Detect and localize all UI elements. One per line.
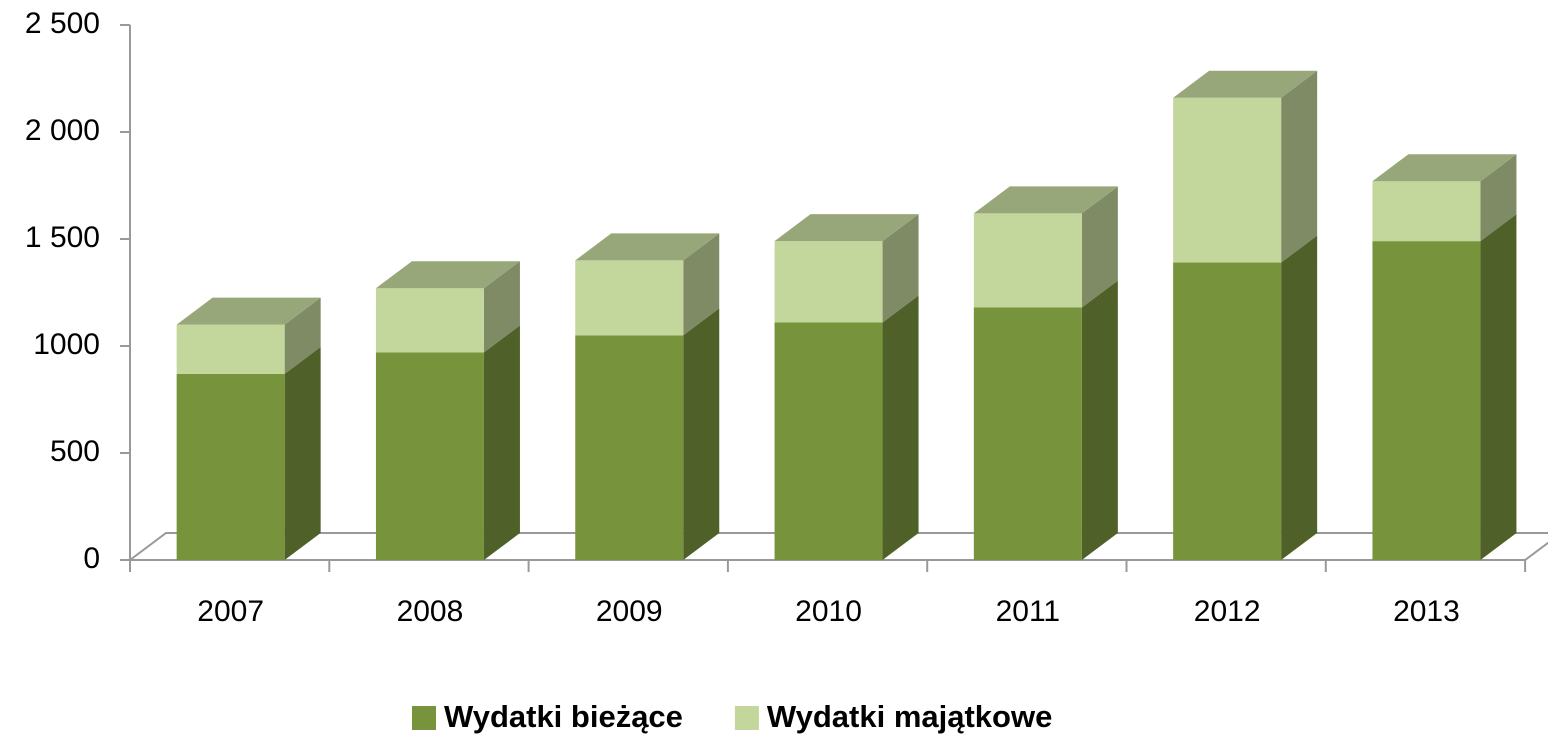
bar-side: [1480, 154, 1517, 242]
bar: [973, 213, 1082, 308]
bar-side: [882, 295, 919, 560]
x-tick-label: 2008: [397, 595, 464, 628]
bar: [774, 241, 883, 323]
bar: [1372, 181, 1481, 242]
bar-top: [1372, 154, 1517, 182]
bar-side: [683, 233, 720, 336]
bar-top: [375, 261, 520, 289]
bar: [1173, 97, 1282, 263]
bar-side: [1081, 186, 1118, 308]
bar-side: [284, 346, 321, 560]
legend-swatch: [734, 706, 759, 730]
bar: [774, 322, 883, 560]
bar-side: [1480, 214, 1517, 560]
bar-side: [683, 308, 720, 560]
bar-side: [284, 297, 321, 374]
y-tick-label: 1 500: [25, 221, 100, 254]
bar-side: [483, 325, 520, 560]
legend-label: Wydatki majątkowe: [767, 699, 1052, 734]
bar: [375, 288, 484, 353]
bar-side: [1281, 235, 1318, 561]
bar-top: [575, 233, 720, 261]
y-tick-label: 2 500: [25, 7, 100, 40]
bar-side: [483, 261, 520, 353]
bar-top: [774, 214, 919, 242]
bar: [1173, 262, 1282, 560]
legend-swatch: [412, 706, 436, 730]
x-tick-label: 2013: [1393, 595, 1460, 628]
bar-side: [1081, 280, 1118, 560]
x-tick-label: 2011: [996, 595, 1061, 628]
y-tick-label: 500: [50, 435, 100, 468]
bar-top: [973, 186, 1118, 214]
y-tick-label: 1000: [33, 328, 100, 361]
bar-top: [1173, 70, 1318, 98]
bar-top: [176, 297, 321, 325]
bar: [176, 373, 285, 560]
bar: [973, 307, 1082, 560]
y-tick-label: 2 000: [25, 114, 100, 147]
x-tick-label: 2012: [1194, 595, 1261, 628]
x-tick-label: 2007: [197, 595, 264, 628]
bar-side: [1281, 70, 1318, 263]
x-tick-label: 2010: [795, 595, 862, 628]
bar: [1372, 241, 1481, 560]
x-tick-label: 2009: [596, 595, 663, 628]
legend-label: Wydatki bieżące: [444, 699, 683, 734]
bar: [575, 335, 684, 560]
bar: [176, 324, 285, 374]
bar: [575, 260, 684, 336]
bar-side: [882, 214, 919, 323]
bar: [375, 352, 484, 560]
y-tick-label: 0: [83, 542, 100, 575]
